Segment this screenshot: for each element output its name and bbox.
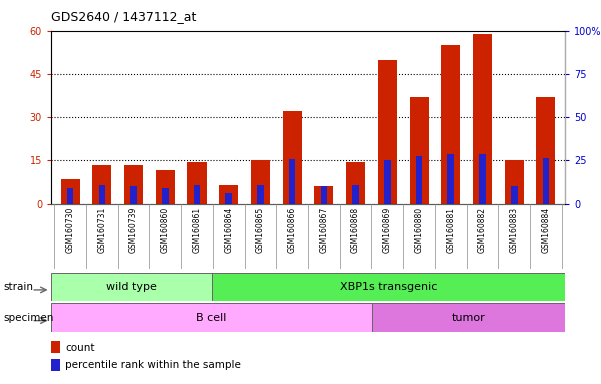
- Text: wild type: wild type: [106, 282, 157, 292]
- Bar: [51, 303, 372, 332]
- Text: specimen: specimen: [3, 313, 53, 323]
- Text: XBP1s transgenic: XBP1s transgenic: [340, 282, 437, 292]
- Text: B cell: B cell: [197, 313, 227, 323]
- Text: GSM160880: GSM160880: [415, 207, 424, 253]
- Bar: [162, 188, 169, 204]
- Bar: [409, 97, 429, 204]
- Text: GSM160883: GSM160883: [510, 207, 519, 253]
- Bar: [505, 161, 523, 204]
- Text: strain: strain: [3, 282, 33, 292]
- Bar: [67, 188, 73, 204]
- Text: GSM160882: GSM160882: [478, 207, 487, 253]
- Text: GSM160860: GSM160860: [161, 207, 169, 253]
- Bar: [320, 186, 327, 204]
- Bar: [378, 60, 397, 204]
- Text: GDS2640 / 1437112_at: GDS2640 / 1437112_at: [51, 10, 197, 23]
- Bar: [384, 161, 391, 204]
- Bar: [225, 193, 232, 204]
- Text: GSM160730: GSM160730: [66, 207, 75, 253]
- Bar: [130, 186, 137, 204]
- Bar: [194, 185, 200, 204]
- Bar: [372, 303, 565, 332]
- Bar: [219, 185, 238, 204]
- Bar: [212, 273, 565, 301]
- Bar: [99, 185, 105, 204]
- Text: count: count: [66, 343, 95, 353]
- Bar: [352, 185, 359, 204]
- Bar: [282, 111, 302, 204]
- Bar: [51, 359, 60, 371]
- Bar: [93, 165, 111, 204]
- Text: GSM160868: GSM160868: [351, 207, 360, 253]
- Bar: [536, 97, 555, 204]
- Bar: [473, 34, 492, 204]
- Bar: [156, 170, 175, 204]
- Text: GSM160739: GSM160739: [129, 207, 138, 253]
- Text: GSM160884: GSM160884: [542, 207, 551, 253]
- Text: GSM160866: GSM160866: [288, 207, 297, 253]
- Bar: [346, 162, 365, 204]
- Bar: [51, 273, 212, 301]
- Bar: [188, 162, 207, 204]
- Bar: [51, 341, 60, 353]
- Text: GSM160731: GSM160731: [97, 207, 106, 253]
- Bar: [511, 186, 517, 204]
- Bar: [416, 156, 423, 204]
- Bar: [251, 161, 270, 204]
- Text: GSM160869: GSM160869: [383, 207, 392, 253]
- Bar: [289, 159, 296, 204]
- Text: GSM160864: GSM160864: [224, 207, 233, 253]
- Text: GSM160867: GSM160867: [319, 207, 328, 253]
- Text: percentile rank within the sample: percentile rank within the sample: [66, 360, 242, 370]
- Text: GSM160865: GSM160865: [256, 207, 265, 253]
- Bar: [124, 165, 143, 204]
- Bar: [479, 154, 486, 204]
- Bar: [447, 154, 454, 204]
- Text: tumor: tumor: [452, 313, 486, 323]
- Bar: [441, 45, 460, 204]
- Bar: [61, 179, 79, 204]
- Text: GSM160881: GSM160881: [447, 207, 455, 253]
- Bar: [257, 185, 264, 204]
- Bar: [314, 186, 334, 204]
- Text: GSM160861: GSM160861: [192, 207, 201, 253]
- Bar: [543, 158, 549, 204]
